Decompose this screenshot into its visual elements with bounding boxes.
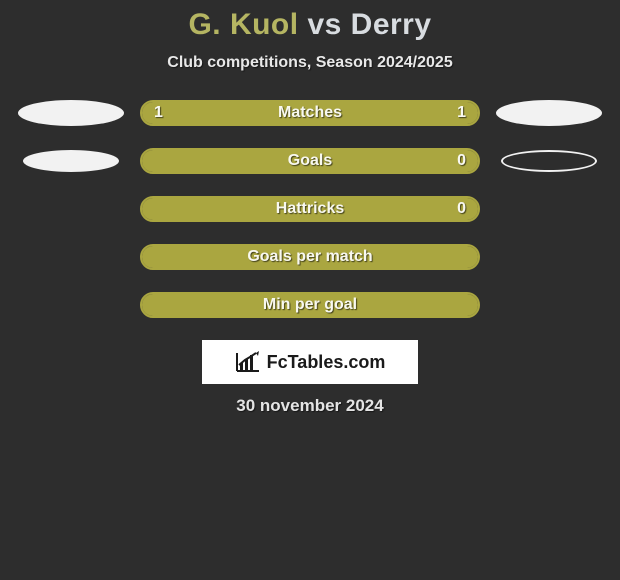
stat-row: Min per goal [0,292,620,318]
stat-value-right: 1 [457,104,466,122]
comparison-card: G. Kuol vs Derry Club competitions, Seas… [0,0,620,416]
player1-badge [18,292,124,318]
stat-value-left: 1 [154,104,163,122]
stat-label: Hattricks [276,200,344,218]
stat-row: 0 Goals [0,148,620,174]
stat-bar: Goals per match [140,244,480,270]
page-title: G. Kuol vs Derry [0,8,620,42]
attribution-badge: FcTables.com [202,340,418,384]
subtitle: Club competitions, Season 2024/2025 [0,54,620,72]
stat-bar: 1 1 Matches [140,100,480,126]
stat-row: Goals per match [0,244,620,270]
badge-ellipse [23,150,119,172]
player2-badge [496,196,602,222]
title-vs: vs [307,8,341,41]
stat-bar: Min per goal [140,292,480,318]
title-player2: Derry [351,8,432,41]
badge-ellipse [496,100,602,126]
badge-ellipse [501,150,597,172]
date-text: 30 november 2024 [0,396,620,416]
chart-icon [235,351,261,373]
player2-badge [496,100,602,126]
player2-badge [496,244,602,270]
stat-label: Goals per match [247,248,372,266]
player2-badge [496,148,602,174]
stat-row: 1 1 Matches [0,100,620,126]
stat-label: Goals [288,152,332,170]
stats-list: 1 1 Matches 0 Goals 0 Hattricks Goals per match… [0,100,620,318]
badge-ellipse [18,100,124,126]
player1-badge [18,100,124,126]
stat-row: 0 Hattricks [0,196,620,222]
stat-value-right: 0 [457,200,466,218]
attribution-text: FcTables.com [267,352,386,373]
stat-label: Matches [278,104,342,122]
player1-badge [18,148,124,174]
stat-value-right: 0 [457,152,466,170]
player1-badge [18,244,124,270]
player2-badge [496,292,602,318]
stat-label: Min per goal [263,296,357,314]
stat-bar: 0 Hattricks [140,196,480,222]
stat-bar: 0 Goals [140,148,480,174]
player1-badge [18,196,124,222]
title-player1: G. Kuol [188,8,298,41]
